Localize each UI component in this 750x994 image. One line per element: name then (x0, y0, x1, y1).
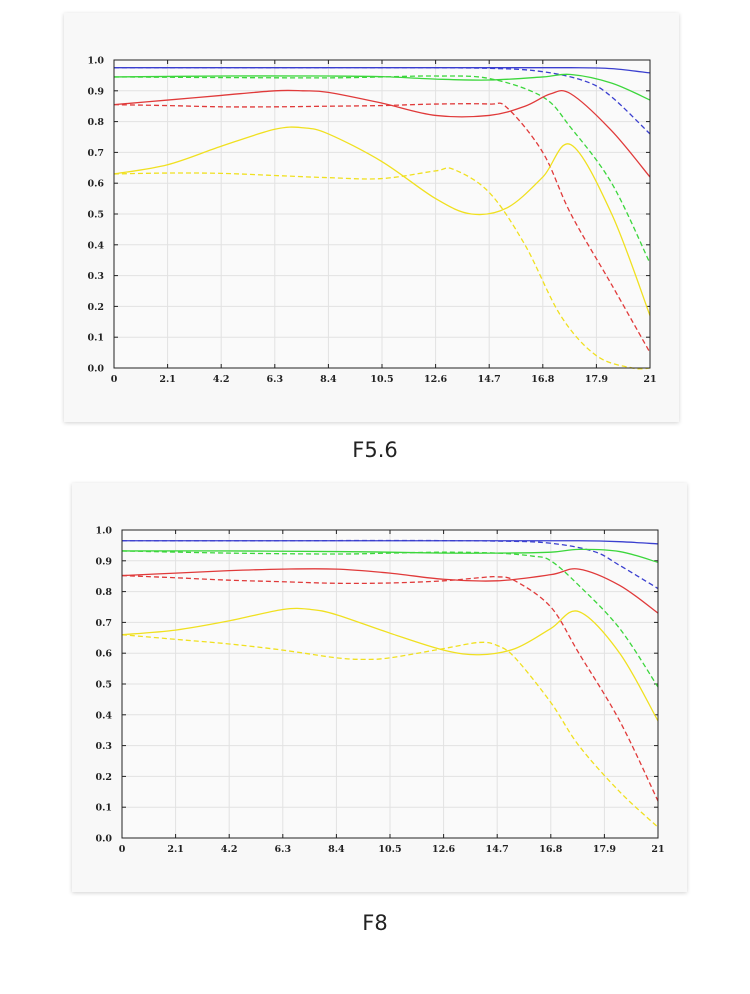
y-tick-label: 0.0 (95, 834, 112, 845)
x-tick-label: 14.7 (486, 844, 509, 855)
x-tick-label: 6.3 (267, 374, 284, 385)
y-tick-label: 1.0 (87, 56, 104, 67)
y-tick-label: 0.1 (87, 333, 104, 344)
y-tick-label: 1.0 (95, 526, 112, 537)
x-tick-label: 8.4 (320, 374, 337, 385)
x-tick-label: 12.6 (424, 374, 448, 385)
series-line-8 (121, 634, 659, 828)
x-tick-label: 17.9 (593, 844, 617, 855)
x-tick-label: 10.5 (378, 844, 401, 855)
x-tick-label: 0 (111, 374, 118, 385)
x-tick-label: 4.2 (221, 844, 238, 855)
y-tick-label: 0.6 (95, 649, 112, 660)
series-line-5 (113, 89, 651, 178)
mtf-chart-f5-6: 0 2.1 4.2 6.3 8.4 10.5 12.6 14.7 16.8 17.9 21 0.0 0.… (87, 56, 656, 386)
series-line-7 (113, 126, 651, 316)
x-tick-label: 2.1 (159, 374, 176, 385)
x-tick-label: 21 (643, 374, 656, 385)
chart-caption-f8: F8 (362, 911, 388, 935)
x-tick-label: 6.3 (275, 844, 292, 855)
series-line-6 (121, 574, 659, 802)
y-tick-label: 0.6 (87, 179, 104, 190)
x-tick-label: 4.2 (213, 374, 230, 385)
y-tick-label: 0.0 (87, 364, 104, 375)
series-line-6 (113, 102, 651, 353)
y-tick-label: 0.5 (87, 210, 104, 221)
y-tick-label: 0.3 (87, 271, 104, 282)
y-tick-label: 0.4 (87, 240, 104, 251)
series-line-4 (113, 75, 651, 264)
y-tick-label: 0.4 (95, 710, 112, 721)
series-line-4 (121, 550, 659, 688)
chart-card-f5-6: 0 2.1 4.2 6.3 8.4 10.5 12.6 14.7 16.8 17.9 21 0.0 0.… (64, 13, 679, 422)
x-tick-label: 8.4 (328, 844, 345, 855)
x-tick-label: 16.8 (539, 844, 563, 855)
y-tick-label: 0.8 (87, 117, 104, 128)
y-tick-label: 0.5 (95, 680, 112, 691)
y-tick-label: 0.2 (87, 302, 104, 313)
y-tick-label: 0.1 (95, 803, 112, 814)
x-tick-label: 0 (119, 844, 126, 855)
y-tick-label: 0.2 (95, 772, 112, 783)
y-tick-label: 0.3 (95, 741, 112, 752)
y-tick-label: 0.7 (95, 618, 112, 629)
series-line-7 (121, 607, 659, 722)
x-tick-label: 10.5 (370, 374, 393, 385)
x-tick-label: 21 (651, 844, 664, 855)
chart-caption-f5-6: F5.6 (352, 438, 398, 462)
series-line-2 (121, 539, 659, 590)
y-tick-label: 0.7 (87, 148, 104, 159)
plot-frame (113, 59, 651, 369)
series-line-5 (121, 568, 659, 614)
y-tick-label: 0.9 (95, 556, 112, 567)
series-line-2 (114, 67, 651, 135)
x-tick-label: 12.6 (432, 844, 456, 855)
series-line-3 (121, 548, 659, 563)
y-tick-label: 0.8 (95, 587, 112, 598)
mtf-chart-f8: 0 2.1 4.2 6.3 8.4 10.5 12.6 14.7 16.8 17.9 21 0.0 0.… (95, 526, 664, 856)
y-tick-label: 0.9 (87, 86, 104, 97)
x-tick-label: 14.7 (478, 374, 501, 385)
x-tick-label: 2.1 (167, 844, 184, 855)
x-tick-label: 17.9 (585, 374, 609, 385)
plot-frame (121, 529, 659, 839)
series-line-3 (113, 73, 651, 101)
x-tick-label: 16.8 (531, 374, 555, 385)
series-line-8 (113, 167, 651, 370)
chart-card-f8: 0 2.1 4.2 6.3 8.4 10.5 12.6 14.7 16.8 17.9 21 0.0 0.… (72, 483, 687, 892)
